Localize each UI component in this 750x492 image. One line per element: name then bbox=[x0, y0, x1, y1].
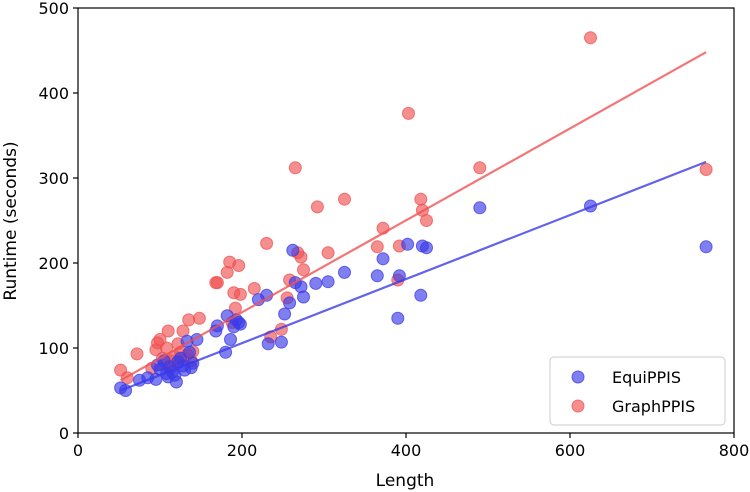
graphppis-point bbox=[210, 276, 224, 290]
equippis-point bbox=[233, 317, 247, 331]
equippis-point bbox=[370, 269, 384, 283]
equippis-point bbox=[699, 240, 713, 254]
equippis-point bbox=[286, 243, 300, 257]
equippis-point bbox=[274, 335, 288, 349]
equippis-point bbox=[169, 375, 183, 389]
equippis-point bbox=[278, 307, 292, 321]
x-tick-label: 0 bbox=[73, 441, 83, 460]
graphppis-legend-label: GraphPPIS bbox=[612, 397, 695, 416]
equippis-point bbox=[414, 288, 428, 302]
graphppis-point bbox=[247, 282, 261, 295]
y-axis-label: Runtime (seconds) bbox=[1, 141, 21, 300]
y-tick-label: 100 bbox=[38, 339, 69, 358]
axis-ticks: 0 200 400 600 800 0 100 200 300 400 500 bbox=[38, 0, 749, 460]
legend: EquiPPIS GraphPPIS bbox=[549, 356, 726, 426]
graphppis-point bbox=[370, 240, 384, 254]
equippis-point bbox=[376, 252, 390, 266]
legend-box bbox=[549, 356, 726, 426]
graphppis-point bbox=[130, 347, 144, 361]
equippis-point bbox=[224, 333, 237, 346]
graphppis-point bbox=[161, 324, 175, 338]
equippis-point bbox=[391, 311, 405, 325]
graphppis-point bbox=[338, 192, 351, 206]
graphppis-point bbox=[699, 163, 713, 176]
graphppis-point bbox=[414, 192, 428, 206]
equippis-point bbox=[338, 265, 351, 279]
equippis-point bbox=[420, 241, 433, 255]
graphppis-point bbox=[233, 287, 247, 301]
graphppis-point bbox=[288, 161, 302, 175]
x-tick-label: 400 bbox=[391, 441, 422, 460]
graphppis-point bbox=[153, 333, 167, 346]
equippis-point bbox=[183, 345, 196, 359]
graphppis-point bbox=[297, 263, 310, 277]
equippis-point bbox=[261, 337, 275, 351]
equippis-point bbox=[309, 276, 323, 290]
graphppis-point bbox=[402, 106, 415, 120]
x-tick-label: 200 bbox=[227, 441, 258, 460]
y-tick-label: 300 bbox=[38, 169, 69, 188]
graphppis-point bbox=[420, 214, 433, 227]
y-tick-label: 400 bbox=[38, 84, 69, 103]
graphppis-point bbox=[192, 311, 206, 325]
graphppis-point bbox=[182, 313, 196, 327]
equippis-point bbox=[401, 237, 415, 251]
graphppis-point bbox=[473, 161, 487, 175]
equippis-point bbox=[321, 275, 335, 289]
y-tick-label: 500 bbox=[38, 0, 69, 18]
graphppis-point bbox=[321, 246, 335, 260]
equippis-legend-label: EquiPPIS bbox=[612, 368, 681, 387]
x-tick-label: 800 bbox=[719, 441, 750, 460]
x-axis-label: Length bbox=[376, 471, 435, 491]
y-tick-label: 200 bbox=[38, 254, 69, 273]
graphppis-legend-marker bbox=[571, 399, 585, 413]
graphppis-fit-line bbox=[120, 51, 707, 382]
y-tick-label: 0 bbox=[59, 424, 69, 443]
graphppis-point bbox=[232, 259, 246, 272]
equippis-point bbox=[297, 290, 310, 304]
plot-area bbox=[114, 31, 713, 397]
equippis-point bbox=[283, 296, 297, 310]
x-tick-label: 600 bbox=[555, 441, 586, 460]
graphppis-point bbox=[310, 200, 324, 214]
graphppis-point bbox=[584, 31, 597, 45]
equippis-point bbox=[473, 201, 487, 215]
equippis-fit-line bbox=[120, 160, 707, 392]
graphppis-point bbox=[260, 236, 274, 250]
equippis-legend-marker bbox=[571, 370, 585, 384]
